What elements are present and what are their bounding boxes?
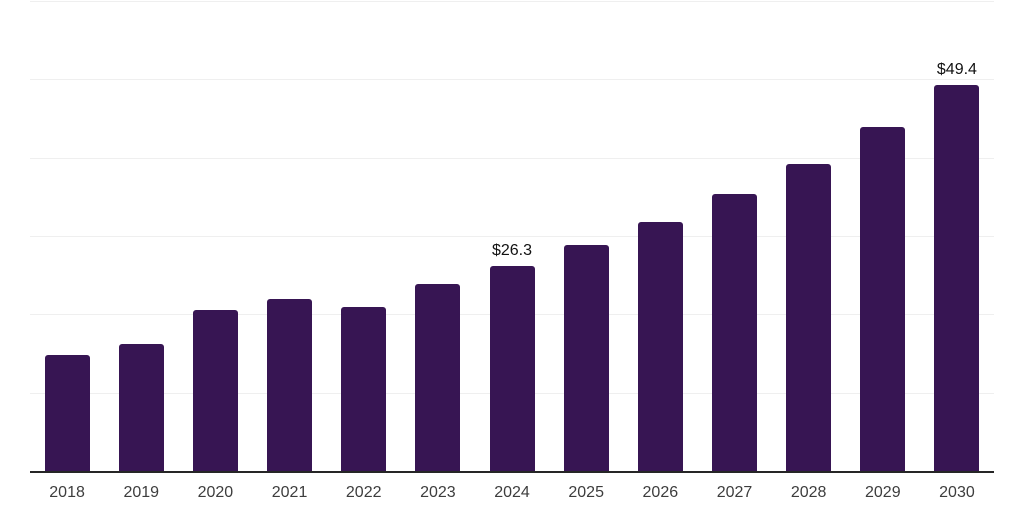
x-tick-2025: 2025: [568, 484, 604, 501]
x-tick-2026: 2026: [642, 484, 679, 501]
bar-2024[interactable]: [489, 265, 535, 472]
gridline-30: [30, 236, 994, 237]
x-tick-2023: 2023: [420, 484, 456, 501]
x-axis-baseline: [30, 471, 994, 473]
x-tick-2024: 2024: [494, 484, 530, 501]
plot-area: $26.3 $49.4: [30, 1, 994, 472]
x-tick-2020: 2020: [197, 484, 234, 501]
x-tick-2029: 2029: [865, 484, 901, 501]
gridline-40: [30, 157, 994, 159]
gridline-50: [30, 79, 994, 81]
x-tick-2027: 2027: [716, 484, 753, 501]
x-tick-2019: 2019: [123, 484, 160, 501]
gridline-60: [30, 1, 994, 2]
data-label-2024: $26.3: [491, 241, 533, 259]
bar-2021[interactable]: [267, 298, 313, 472]
bar-2026[interactable]: [637, 222, 683, 472]
bar-2025[interactable]: [563, 244, 609, 472]
bar-2030[interactable]: [934, 85, 980, 472]
bar-2029[interactable]: [860, 127, 906, 472]
x-axis: 2018 2019 2020 2021 2022 2023 2024 2025 2026 2027…: [30, 484, 994, 502]
x-tick-2030: 2030: [939, 484, 975, 501]
x-tick-2022: 2022: [345, 484, 382, 501]
bar-2027[interactable]: [711, 193, 757, 472]
bar-2020[interactable]: [192, 309, 238, 472]
x-tick-2018: 2018: [49, 484, 85, 501]
bar-2018[interactable]: [44, 354, 90, 472]
data-label-2030: $49.4: [936, 61, 977, 79]
x-tick-2028: 2028: [790, 484, 827, 501]
x-tick-2021: 2021: [271, 484, 308, 501]
bar-2023[interactable]: [415, 284, 461, 472]
bar-2028[interactable]: [786, 164, 832, 472]
bar-2022[interactable]: [341, 306, 387, 472]
bar-2019[interactable]: [118, 344, 164, 472]
